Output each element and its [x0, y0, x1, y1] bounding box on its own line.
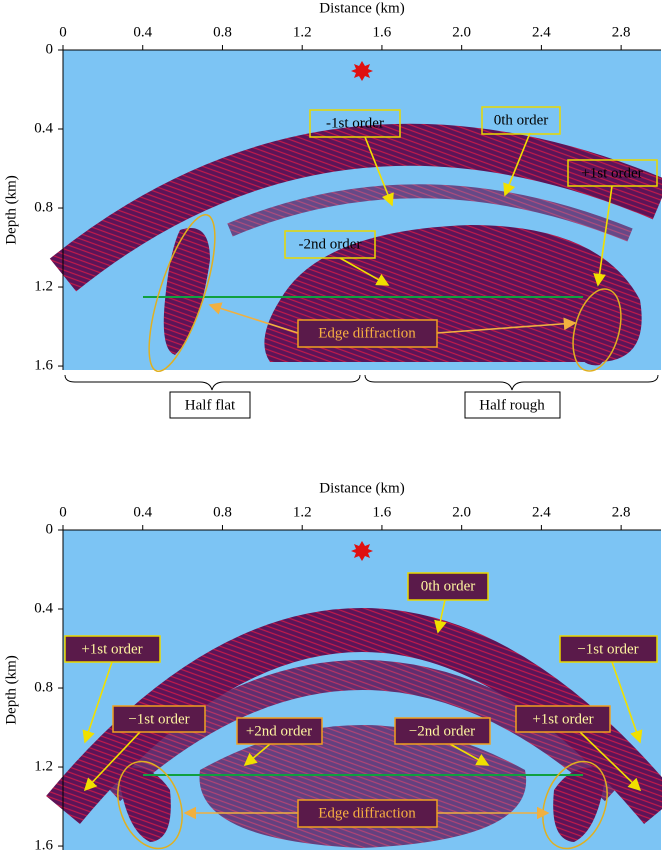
y-tick-label: 0.8: [34, 199, 53, 215]
x-tick-label: 0: [59, 24, 67, 40]
y-tick-label: 0.4: [34, 600, 53, 616]
y-tick-label: 0: [46, 521, 54, 537]
x-tick-label: 1.6: [373, 504, 392, 520]
x-axis-label: Distance (km): [319, 0, 404, 16]
annotation: +1st order: [81, 641, 142, 657]
x-tick-label: 2.8: [612, 504, 631, 520]
annotation: 0th order: [494, 112, 549, 128]
x-tick-label: 2.4: [532, 504, 551, 520]
region-label: Half flat: [185, 397, 236, 413]
brace: [64, 374, 361, 391]
y-tick-label: 1.6: [34, 837, 53, 850]
x-tick-label: 2.4: [532, 24, 551, 40]
annotation: Edge diffraction: [318, 325, 416, 341]
y-tick-label: 0: [46, 41, 54, 57]
source: [351, 541, 373, 561]
y-tick-label: 1.2: [34, 278, 53, 294]
x-tick-label: 0.8: [213, 504, 232, 520]
annotation: Edge diffraction: [318, 805, 416, 821]
x-axis-label: Distance (km): [319, 480, 404, 496]
wavefront: [553, 767, 606, 842]
wavefront: [99, 660, 626, 802]
annotation: +1st order: [581, 165, 642, 181]
annotation: -1st order: [326, 115, 384, 131]
source: [351, 61, 373, 81]
y-tick-label: 0.8: [34, 679, 53, 695]
ellipse: [117, 760, 183, 850]
x-tick-label: 1.2: [293, 24, 312, 40]
y-tick-label: 1.2: [34, 758, 53, 774]
wavefront: [163, 228, 210, 355]
wavefront: [49, 123, 662, 292]
x-tick-label: 1.2: [293, 504, 312, 520]
wavefront: [575, 307, 612, 366]
x-tick-label: 0.4: [133, 24, 152, 40]
x-tick-label: 2.0: [452, 504, 471, 520]
wavefront: [199, 725, 527, 848]
y-tick-label: 1.6: [34, 357, 53, 373]
x-tick-label: 0.8: [213, 24, 232, 40]
y-tick-label: 0.4: [34, 120, 53, 136]
x-tick-label: 0: [59, 504, 67, 520]
wavefront: [227, 184, 633, 242]
ellipse: [542, 760, 608, 850]
annotation: 0th order: [421, 578, 476, 594]
x-tick-label: 1.6: [373, 24, 392, 40]
annotation: +2nd order: [246, 723, 312, 739]
panel: -1st order 0th order +1st order -2nd ord…: [3, 0, 662, 419]
annotation: −1st order: [577, 641, 638, 657]
annotation: −1st order: [128, 711, 189, 727]
panel: 0th order +1st order −1st order −1st ord…: [3, 480, 662, 850]
annotation: −2nd order: [409, 723, 475, 739]
y-axis-label: Depth (km): [3, 655, 19, 725]
region-label: Half rough: [479, 397, 545, 413]
wavefront: [118, 767, 171, 842]
ellipse: [148, 213, 216, 373]
x-tick-label: 0.4: [133, 504, 152, 520]
annotation: +1st order: [532, 711, 593, 727]
x-tick-label: 2.8: [612, 24, 631, 40]
y-axis-label: Depth (km): [3, 175, 19, 245]
x-tick-label: 2.0: [452, 24, 471, 40]
brace: [364, 374, 659, 391]
annotation: -2nd order: [299, 236, 362, 252]
